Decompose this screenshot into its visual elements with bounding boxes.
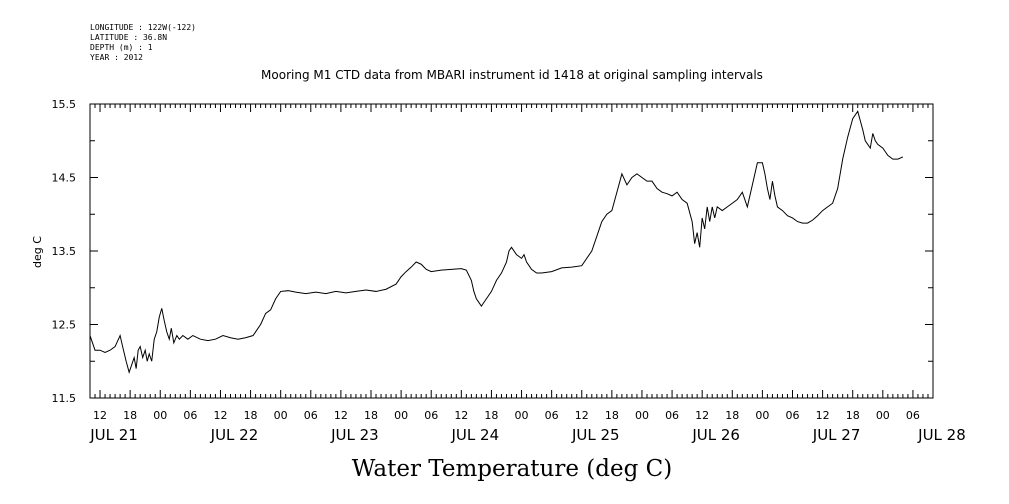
x-hour-label: 00 [876,409,890,422]
metadata-depth: DEPTH (m) : 1 [90,43,153,52]
footer-title: Water Temperature (deg C) [352,456,672,482]
x-date-label: JUL 22 [210,426,259,444]
x-hour-label: 00 [755,409,769,422]
x-hour-label: 12 [695,409,709,422]
x-hour-label: 06 [304,409,318,422]
x-hour-label: 12 [816,409,830,422]
y-axis: 15.5 14.5 13.5 12.5 11.5 [52,98,933,405]
chart-title: Mooring M1 CTD data from MBARI instrumen… [261,68,763,82]
y-axis-label: deg C [31,236,44,268]
x-hour-label: 00 [274,409,288,422]
x-hour-label: 12 [454,409,468,422]
x-hour-label: 06 [906,409,920,422]
x-hour-label: 18 [484,409,498,422]
x-hour-label: 12 [213,409,227,422]
x-date-label: JUL 24 [451,426,500,444]
x-hour-label: 06 [665,409,679,422]
y-tick-label: 12.5 [52,319,77,332]
x-date-label: JUL 27 [812,426,861,444]
x-hour-label: 00 [515,409,529,422]
x-hour-label: 18 [244,409,258,422]
metadata-year: YEAR : 2012 [90,53,143,62]
x-hour-label: 12 [334,409,348,422]
x-hour-label: 00 [153,409,167,422]
y-tick-label: 13.5 [52,245,77,258]
x-hour-label: 12 [575,409,589,422]
x-hour-label: 00 [635,409,649,422]
x-axis-top-ticks [89,104,934,112]
metadata-block: LONGITUDE : 122W(-122) LATITUDE : 36.8N … [90,23,196,62]
x-date-label: JUL 25 [571,426,620,444]
plot-frame [89,103,934,399]
y-tick-label: 15.5 [52,98,77,111]
x-hour-label: 06 [424,409,438,422]
x-date-label: JUL 26 [691,426,740,444]
water-temperature-series [89,110,904,374]
x-hour-label: 06 [786,409,800,422]
metadata-longitude: LONGITUDE : 122W(-122) [90,23,196,32]
x-hour-label: 18 [846,409,860,422]
y-tick-label: 11.5 [52,392,77,405]
x-hour-label: 18 [364,409,378,422]
x-hour-label: 00 [394,409,408,422]
y-tick-label: 14.5 [52,172,77,185]
x-hour-label: 06 [183,409,197,422]
x-date-label: JUL 23 [330,426,379,444]
metadata-latitude: LATITUDE : 36.8N [90,33,167,42]
x-hour-label: 18 [605,409,619,422]
x-hour-label: 06 [545,409,559,422]
x-axis: 12 18 00 06 12 18 00 06 12 18 00 06 12 18 00 06 12 18 00 06… [89,390,966,444]
x-date-label: JUL 21 [89,426,138,444]
x-hour-label: 18 [725,409,739,422]
x-hour-label: 18 [123,409,137,422]
x-hour-label: 12 [93,409,107,422]
x-date-label: JUL 28 [917,426,966,444]
